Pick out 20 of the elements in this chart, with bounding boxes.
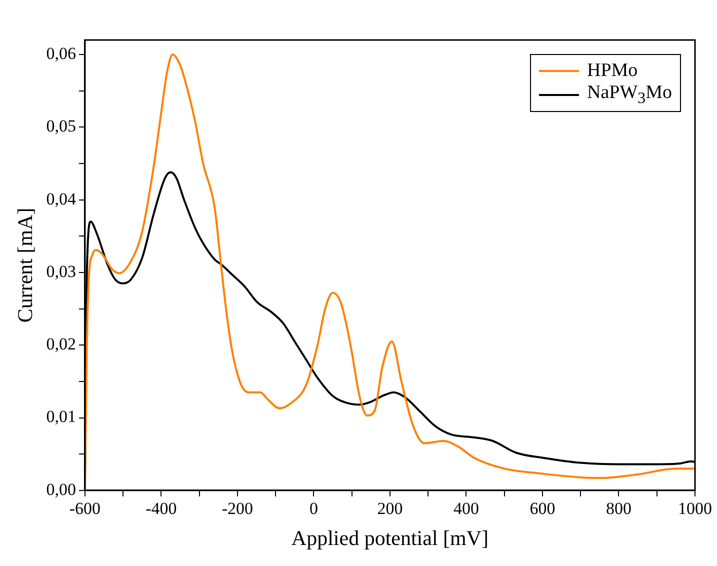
y-tick-label: 0,03: [46, 262, 76, 281]
y-tick-label: 0,00: [46, 480, 76, 499]
x-tick-label: 0: [309, 499, 318, 518]
x-tick-label: -400: [146, 499, 177, 518]
x-tick-label: 800: [606, 499, 632, 518]
x-tick-label: 1000: [678, 499, 712, 518]
x-tick-label: 400: [453, 499, 479, 518]
y-tick-label: 0,04: [46, 189, 76, 208]
y-tick-label: 0,02: [46, 334, 76, 354]
y-tick-label: 0,06: [46, 44, 76, 63]
y-axis-title: Current [mA]: [13, 208, 38, 323]
legend-label: NaPW$_{3}$Mo: [587, 82, 672, 108]
y-tick-label: 0,05: [46, 116, 76, 136]
x-tick-label: -600: [69, 499, 101, 518]
x-tick-label: 200: [377, 499, 403, 518]
x-axis-title: Applied potential [mV]: [291, 526, 489, 550]
x-tick-label: -200: [222, 499, 254, 518]
x-tick-label: 600: [530, 499, 556, 518]
y-tick-label: 0,01: [46, 407, 76, 426]
legend-label: HPMo: [587, 60, 638, 82]
